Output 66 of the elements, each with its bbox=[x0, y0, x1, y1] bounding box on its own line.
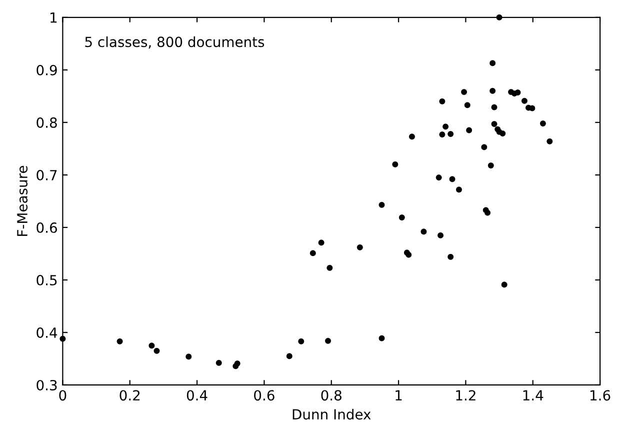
point bbox=[286, 353, 292, 360]
point bbox=[310, 250, 316, 256]
y-tick-label: 0.8 bbox=[36, 117, 57, 128]
point bbox=[116, 338, 123, 344]
y-tick-label: 0.4 bbox=[36, 327, 58, 338]
point bbox=[186, 354, 192, 360]
point bbox=[514, 89, 521, 96]
point bbox=[456, 186, 462, 193]
point bbox=[442, 124, 449, 130]
y-tick-label: 0.9 bbox=[36, 64, 57, 76]
point bbox=[398, 214, 405, 220]
annotation: 5 classes, 800 documents bbox=[85, 36, 264, 49]
y-tick-label: 0.6 bbox=[36, 222, 57, 233]
point bbox=[148, 342, 155, 349]
point bbox=[540, 120, 546, 126]
point bbox=[484, 210, 491, 216]
point bbox=[378, 335, 385, 342]
point bbox=[461, 88, 468, 95]
point bbox=[438, 232, 444, 238]
point bbox=[546, 138, 553, 144]
x-tick-label: 1 bbox=[396, 390, 402, 400]
point bbox=[449, 176, 456, 182]
y-tick-label: 0.5 bbox=[36, 274, 57, 286]
point bbox=[501, 282, 508, 288]
point bbox=[488, 162, 494, 168]
x-tick-label: 0.8 bbox=[321, 390, 342, 401]
y-axis-title: F-Measure bbox=[17, 166, 28, 236]
y-tick-label: 1 bbox=[50, 12, 57, 23]
point bbox=[448, 130, 454, 137]
x-tick-label: 0 bbox=[59, 390, 66, 401]
point bbox=[420, 228, 427, 235]
point bbox=[408, 134, 415, 140]
y-tick-label: 0.7 bbox=[36, 170, 57, 180]
x-tick-label: 1.4 bbox=[523, 390, 544, 400]
point bbox=[481, 144, 488, 150]
point bbox=[318, 240, 324, 246]
point bbox=[216, 360, 222, 366]
point bbox=[325, 338, 332, 344]
point bbox=[466, 127, 472, 134]
x-axis-title: Dunn Index bbox=[292, 408, 371, 420]
x-tick-label: 0.4 bbox=[186, 390, 208, 401]
point bbox=[500, 130, 506, 136]
point bbox=[491, 104, 498, 110]
point bbox=[378, 202, 385, 208]
point bbox=[60, 336, 66, 342]
x-tick-label: 1.6 bbox=[590, 390, 610, 401]
point bbox=[490, 88, 496, 94]
x-tick-label: 0.6 bbox=[254, 390, 274, 401]
point bbox=[436, 174, 442, 181]
point bbox=[491, 121, 498, 127]
point bbox=[448, 254, 454, 260]
point bbox=[326, 264, 333, 271]
x-tick-label: 0.2 bbox=[120, 390, 140, 401]
point bbox=[496, 14, 502, 20]
point bbox=[392, 161, 398, 168]
point bbox=[356, 244, 363, 250]
y-tick-label: 0.3 bbox=[36, 380, 57, 390]
point bbox=[298, 338, 304, 344]
point bbox=[521, 98, 528, 104]
point bbox=[234, 360, 240, 366]
point bbox=[490, 60, 496, 66]
x-tick-label: 1.2 bbox=[456, 390, 476, 400]
point bbox=[439, 98, 446, 104]
point bbox=[464, 102, 470, 108]
point bbox=[439, 132, 446, 138]
point bbox=[154, 348, 160, 354]
